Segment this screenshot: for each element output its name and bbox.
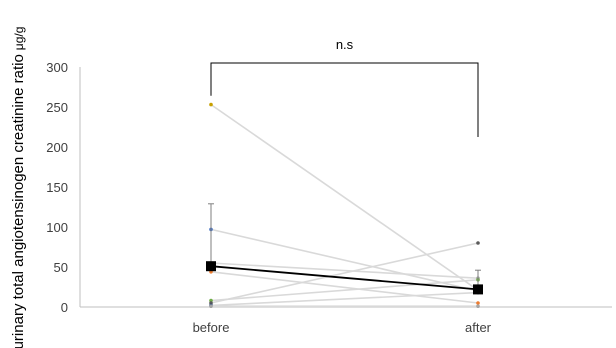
individual-point-8 <box>209 304 213 309</box>
y-tick-label: 100 <box>46 220 68 235</box>
individual-line-2 <box>210 228 479 292</box>
significance-label: n.s <box>336 37 354 52</box>
significance-bracket <box>210 62 479 137</box>
individual-line-4 <box>210 271 479 304</box>
y-ticks: 0 50 100 150 200 250 300 <box>46 60 68 315</box>
mean-series <box>206 203 483 295</box>
y-axis-title-text: urinary total angiotensinogen creatinine… <box>10 54 27 348</box>
y-tick-label: 200 <box>46 140 68 155</box>
x-tick-label: before <box>193 320 230 335</box>
y-tick-label: 300 <box>46 60 68 75</box>
individual-line-6 <box>210 242 479 304</box>
y-tick-label: 250 <box>46 100 68 115</box>
y-tick-label: 150 <box>46 180 68 195</box>
significance-annotation: n.s <box>210 37 479 137</box>
x-ticks: before after <box>193 320 492 335</box>
y-axis-label: urinary total angiotensinogen creatinine… <box>10 27 27 348</box>
x-tick-label: after <box>465 320 492 335</box>
mean-line <box>210 265 479 291</box>
individual-point-4 <box>476 301 480 305</box>
individual-line-3 <box>210 262 479 279</box>
mean-marker <box>473 284 483 295</box>
y-tick-label: 0 <box>61 300 68 315</box>
individual-line-5 <box>210 279 479 302</box>
individual-point-6 <box>476 241 480 245</box>
y-axis-unit: μg/g <box>12 27 26 51</box>
individual-line-7 <box>210 291 479 307</box>
individual-line-1 <box>210 103 479 291</box>
y-axis-title: urinary total angiotensinogen creatinine… <box>10 27 27 348</box>
individual-point-1 <box>209 102 213 107</box>
axes: 0 50 100 150 200 250 300 before after <box>46 60 612 335</box>
individual-point-8 <box>476 304 480 309</box>
y-tick-label: 50 <box>54 260 68 275</box>
mean-marker <box>206 261 216 272</box>
